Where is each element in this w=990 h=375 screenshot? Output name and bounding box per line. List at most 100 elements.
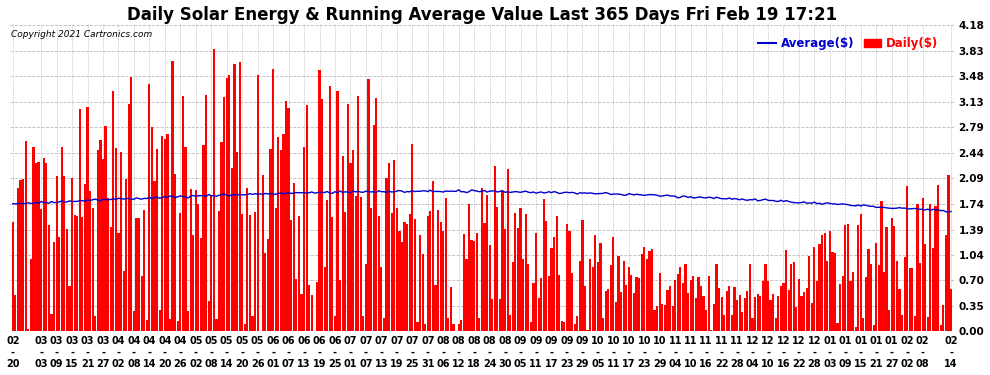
Bar [509, 315, 512, 332]
Bar [396, 208, 398, 332]
Bar [496, 207, 498, 332]
Bar [615, 302, 617, 332]
Bar [370, 208, 372, 332]
Bar [645, 259, 647, 332]
Bar [787, 290, 790, 332]
Bar [782, 283, 784, 332]
Bar [195, 190, 197, 332]
Bar [857, 225, 859, 332]
Bar [215, 319, 218, 332]
Bar [300, 294, 303, 332]
Title: Daily Solar Energy & Running Average Value Last 365 Days Fri Feb 19 17:21: Daily Solar Energy & Running Average Val… [127, 6, 837, 24]
Bar [430, 211, 432, 332]
Bar [594, 235, 596, 332]
Bar [917, 204, 919, 332]
Bar [824, 232, 826, 332]
Bar [357, 96, 359, 332]
Bar [115, 148, 117, 332]
Bar [12, 222, 14, 332]
Bar [218, 211, 220, 332]
Bar [285, 101, 287, 332]
Bar [282, 134, 284, 332]
Bar [43, 158, 45, 332]
Bar [790, 264, 792, 332]
Bar [264, 253, 266, 332]
Bar [674, 280, 676, 332]
Bar [298, 216, 300, 332]
Bar [35, 163, 37, 332]
Bar [398, 231, 401, 332]
Bar [922, 198, 924, 332]
Bar [112, 92, 115, 332]
Bar [656, 306, 658, 332]
Bar [274, 208, 277, 332]
Bar [751, 318, 753, 332]
Bar [277, 136, 279, 332]
Bar [470, 240, 472, 332]
Bar [447, 318, 449, 332]
Bar [769, 300, 771, 332]
Bar [517, 228, 519, 332]
Bar [690, 280, 692, 332]
Bar [754, 297, 756, 332]
Bar [821, 235, 824, 332]
Bar [437, 210, 440, 332]
Bar [375, 98, 377, 332]
Bar [859, 214, 862, 332]
Bar [182, 96, 184, 332]
Bar [772, 294, 774, 332]
Bar [854, 327, 856, 332]
Bar [555, 216, 557, 332]
Bar [780, 286, 782, 332]
Bar [829, 231, 831, 332]
Bar [378, 216, 380, 332]
Bar [726, 291, 728, 332]
Bar [703, 296, 705, 332]
Bar [339, 280, 342, 332]
Bar [631, 274, 633, 332]
Bar [888, 310, 890, 332]
Bar [202, 145, 205, 332]
Bar [512, 262, 514, 332]
Bar [346, 104, 348, 332]
Bar [867, 249, 869, 332]
Bar [449, 287, 452, 332]
Bar [290, 220, 292, 332]
Bar [359, 197, 362, 332]
Bar [885, 227, 888, 332]
Bar [919, 263, 921, 332]
Bar [669, 286, 671, 332]
Bar [743, 298, 745, 332]
Bar [739, 295, 741, 332]
Bar [406, 225, 408, 332]
Bar [612, 237, 615, 332]
Bar [507, 170, 509, 332]
Bar [814, 247, 816, 332]
Bar [878, 266, 880, 332]
Bar [97, 150, 99, 332]
Bar [92, 208, 94, 332]
Bar [950, 289, 952, 332]
Bar [22, 179, 24, 332]
Bar [409, 214, 411, 332]
Bar [391, 213, 393, 332]
Bar [636, 276, 638, 332]
Bar [393, 160, 395, 332]
Bar [385, 178, 388, 332]
Bar [695, 298, 697, 332]
Bar [638, 278, 641, 332]
Bar [924, 244, 927, 332]
Bar [785, 250, 787, 332]
Bar [208, 302, 210, 332]
Bar [844, 225, 846, 332]
Bar [248, 215, 251, 332]
Bar [324, 267, 326, 332]
Bar [896, 261, 898, 332]
Bar [840, 284, 842, 332]
Bar [644, 247, 645, 332]
Bar [475, 233, 478, 332]
Bar [14, 295, 17, 332]
Bar [478, 318, 480, 332]
Bar [131, 76, 133, 332]
Bar [236, 152, 239, 332]
